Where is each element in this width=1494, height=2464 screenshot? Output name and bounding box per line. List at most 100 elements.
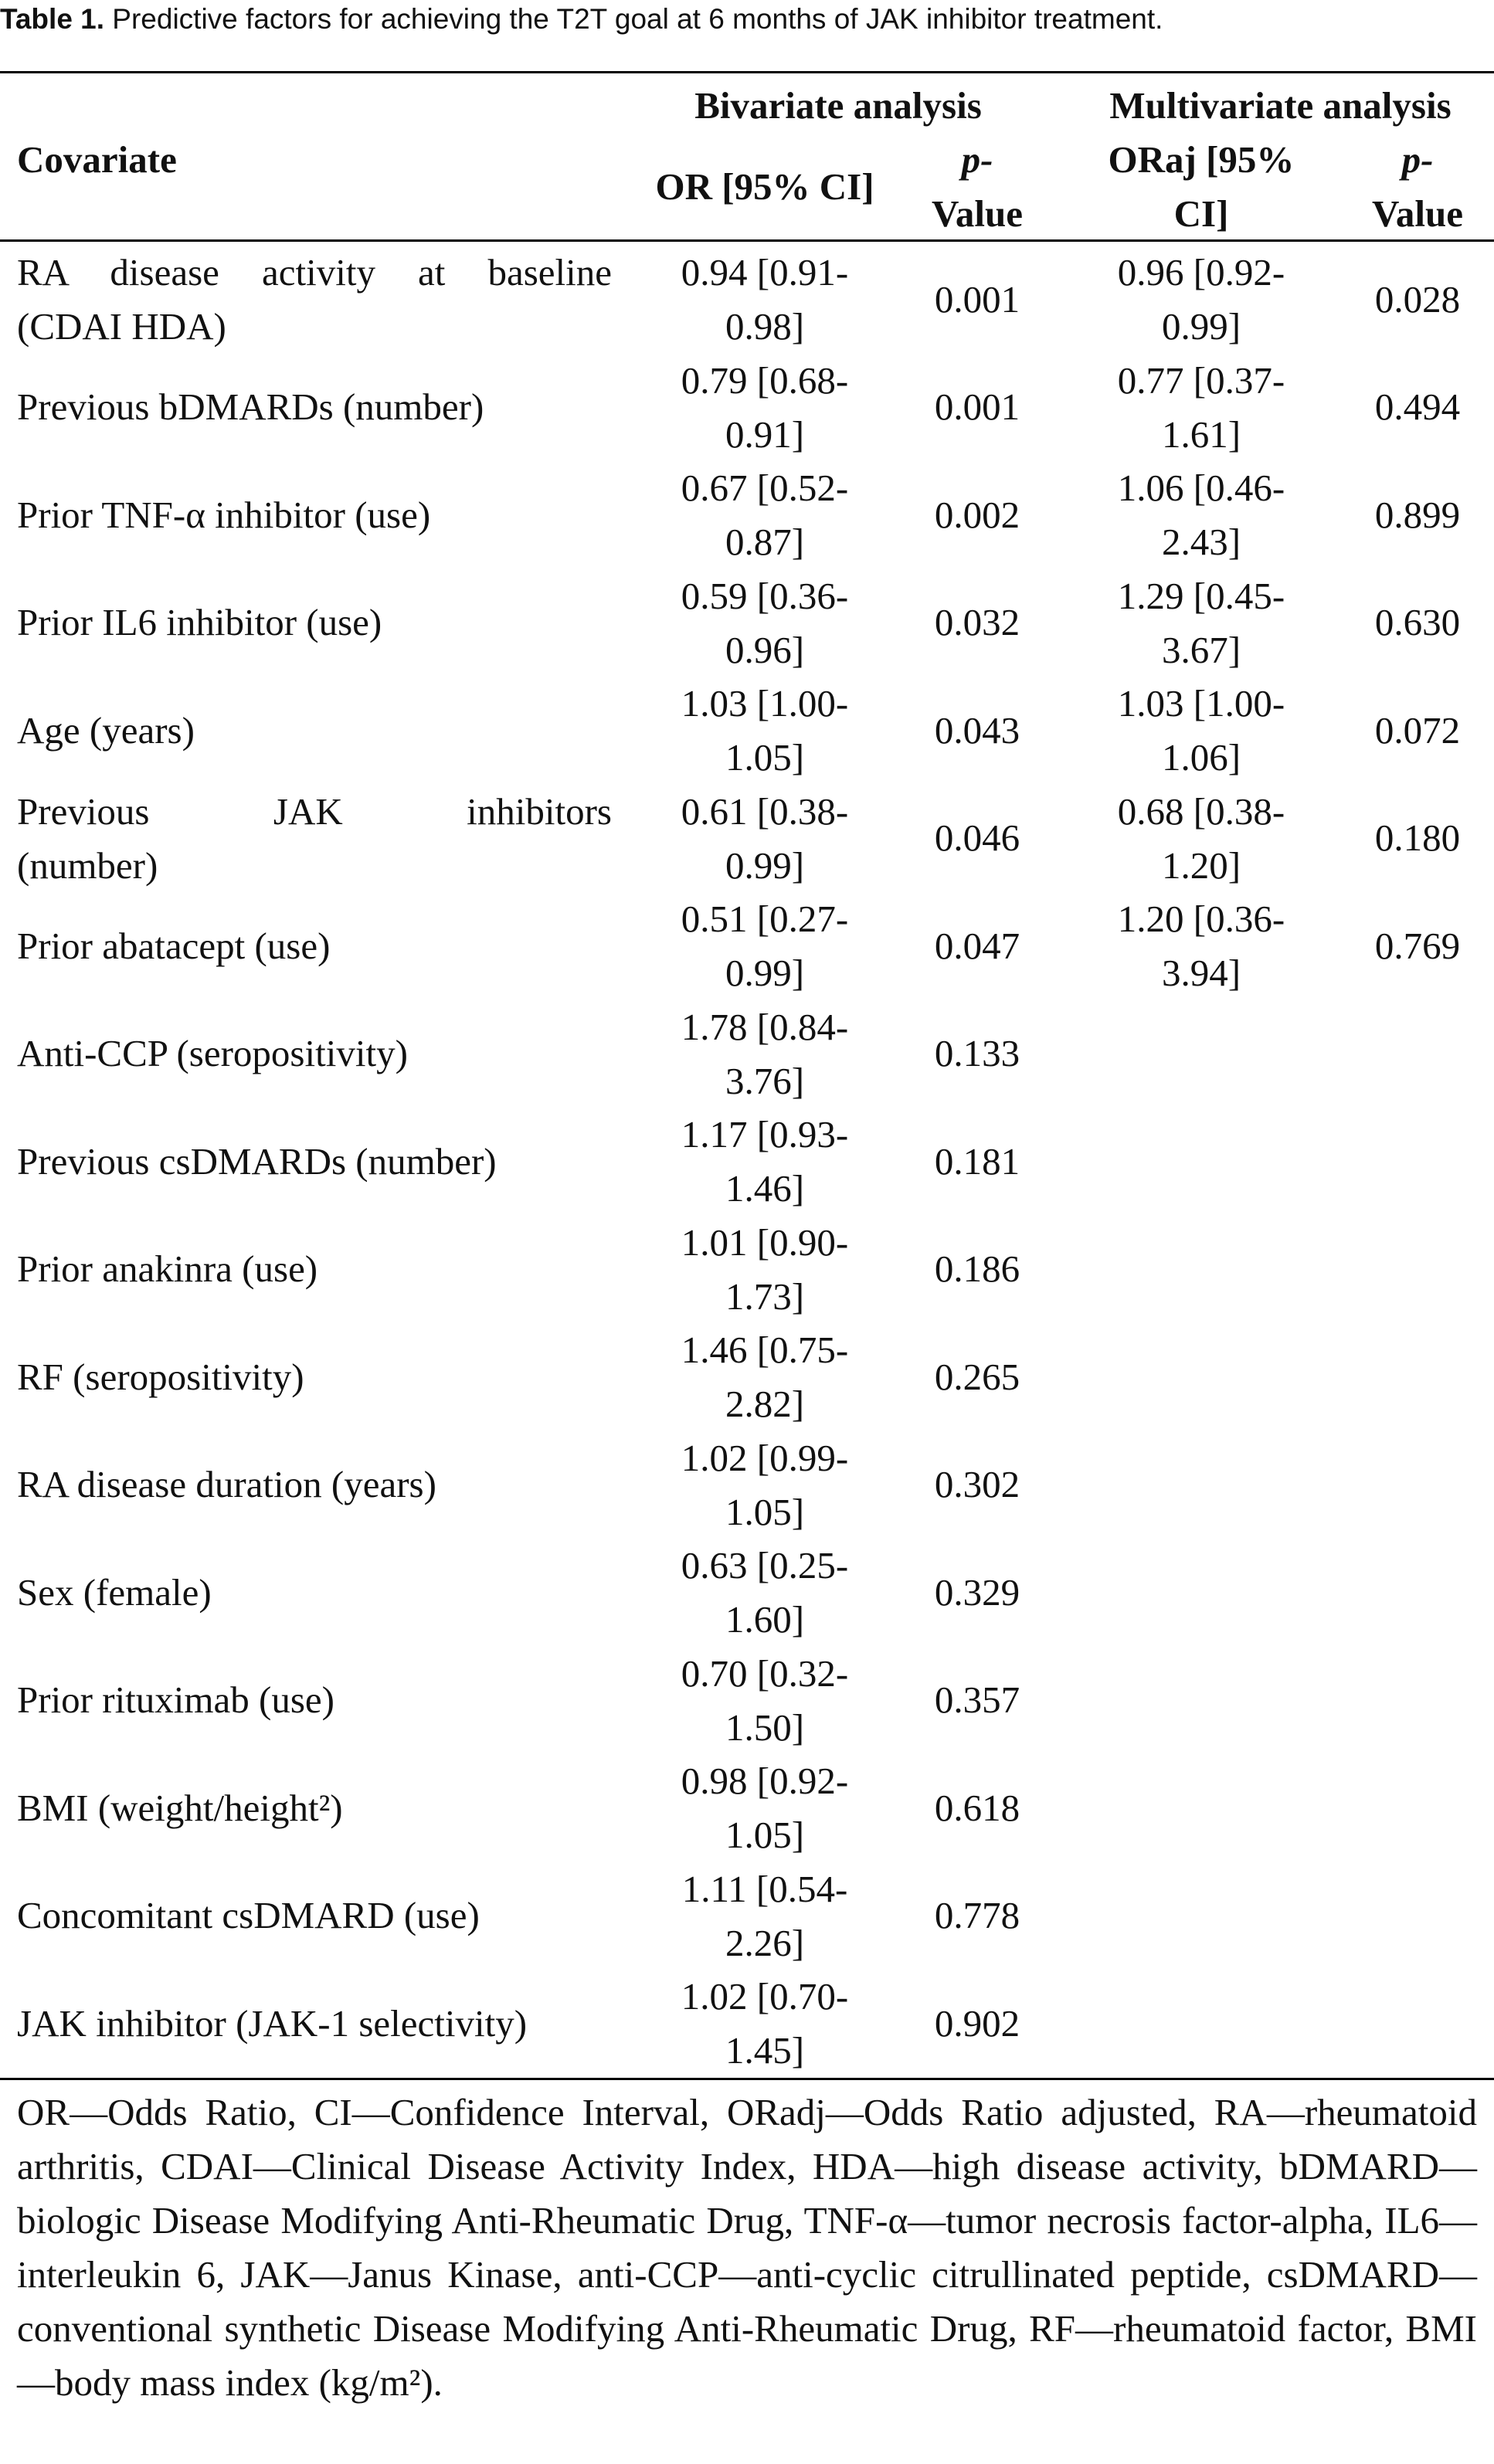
or-ci-line1: 1.02 [0.70- xyxy=(681,1975,849,2018)
or-ci-line1: 1.78 [0.84- xyxy=(681,1005,849,1048)
p-value-bivariate: 0.047 xyxy=(934,924,1020,967)
oraj-ci-line2: 1.06] xyxy=(1161,736,1241,779)
or-ci-line1: 1.01 [0.90- xyxy=(681,1220,849,1264)
covariate-label: Age (years) xyxy=(17,708,195,752)
header-oraj-line1: ORaj [95% xyxy=(1108,138,1295,181)
oraj-ci-line1: 0.96 [0.92- xyxy=(1117,251,1285,294)
header-bivariate: Bivariate analysis xyxy=(694,84,982,127)
p-value-bivariate: 0.302 xyxy=(934,1463,1020,1506)
or-ci-line2: 0.99] xyxy=(725,952,805,994)
covariate-label: Prior abatacept (use) xyxy=(17,924,331,967)
or-ci-line1: 0.51 [0.27- xyxy=(681,898,849,940)
header-covariate: Covariate xyxy=(17,138,177,181)
covariate-label-line1: Previous JAK inhibitors xyxy=(17,789,612,833)
header-oraj-line2: CI] xyxy=(1173,192,1229,235)
p-value-multivariate: 0.180 xyxy=(1374,816,1461,860)
oraj-ci-line2: 3.67] xyxy=(1161,628,1241,671)
header-p-value-2-line1: p- xyxy=(1401,138,1434,181)
or-ci-line2: 2.82] xyxy=(725,1383,805,1425)
covariate-label-line2: (number) xyxy=(17,843,158,887)
or-ci-line1: 0.63 [0.25- xyxy=(681,1544,849,1587)
or-ci-line2: 1.05] xyxy=(725,736,805,779)
p-value-multivariate: 0.630 xyxy=(1374,601,1461,644)
table-footnote: OR—Odds Ratio, CI—Confidence Interval, O… xyxy=(17,2091,1477,2404)
p-value-multivariate: 0.072 xyxy=(1374,708,1461,752)
p-value-bivariate: 0.618 xyxy=(934,1786,1020,1829)
covariate-label: Anti-CCP (seropositivity) xyxy=(17,1032,408,1075)
covariate-label: Previous csDMARDs (number) xyxy=(17,1139,497,1183)
p-value-multivariate: 0.028 xyxy=(1374,277,1461,321)
header-p-value-1-line2: Value xyxy=(931,192,1023,235)
header-p-value-2-line2: Value xyxy=(1371,192,1463,235)
oraj-ci-line1: 0.68 [0.38- xyxy=(1117,789,1285,833)
p-value-bivariate: 0.001 xyxy=(934,385,1020,429)
header-multivariate: Multivariate analysis xyxy=(1109,84,1452,127)
p-value-bivariate: 0.133 xyxy=(934,1032,1020,1075)
table-caption: Table 1. Predictive factors for achievin… xyxy=(0,0,1163,39)
p-value-bivariate: 0.043 xyxy=(934,708,1020,752)
oraj-ci-line1: 1.03 [1.00- xyxy=(1117,682,1285,725)
header-p-value-1-line1: p- xyxy=(961,138,993,181)
p-value-multivariate: 0.899 xyxy=(1374,493,1461,536)
p-value-multivariate: 0.769 xyxy=(1374,924,1461,967)
p-value-bivariate: 0.046 xyxy=(934,816,1020,860)
or-ci-line2: 1.60] xyxy=(725,1598,805,1641)
or-ci-line2: 0.99] xyxy=(725,843,805,887)
or-ci-line1: 0.67 [0.52- xyxy=(681,467,849,509)
p-value-bivariate: 0.032 xyxy=(934,601,1020,644)
covariate-label: Prior rituximab (use) xyxy=(17,1678,334,1722)
oraj-ci-line2: 1.61] xyxy=(1161,412,1241,456)
covariate-label: Previous bDMARDs (number) xyxy=(17,385,484,429)
oraj-ci-line1: 1.06 [0.46- xyxy=(1117,467,1285,509)
or-ci-line2: 1.46] xyxy=(725,1167,805,1210)
p-value-bivariate: 0.778 xyxy=(934,1894,1020,1937)
or-ci-line1: 0.79 [0.68- xyxy=(681,358,849,402)
p-value-bivariate: 0.902 xyxy=(934,2001,1020,2045)
or-ci-line2: 0.87] xyxy=(725,521,805,563)
or-ci-line2: 3.76] xyxy=(725,1059,805,1102)
or-ci-line1: 0.70 [0.32- xyxy=(681,1651,849,1695)
or-ci-line1: 1.11 [0.54- xyxy=(681,1867,848,1910)
or-ci-line2: 1.05] xyxy=(725,1814,805,1856)
p-value-bivariate: 0.181 xyxy=(934,1139,1020,1183)
or-ci-line2: 1.50] xyxy=(725,1705,805,1749)
or-ci-line1: 0.61 [0.38- xyxy=(681,789,849,833)
oraj-ci-line2: 1.20] xyxy=(1161,843,1241,887)
covariate-label-line2: (CDAI HDA) xyxy=(17,305,226,348)
or-ci-line1: 1.17 [0.93- xyxy=(681,1113,849,1156)
covariate-label: Prior IL6 inhibitor (use) xyxy=(17,601,382,644)
bottom-rule xyxy=(0,2078,1494,2080)
or-ci-line2: 0.96] xyxy=(725,628,805,671)
covariate-label: Prior TNF-α inhibitor (use) xyxy=(17,493,431,536)
covariate-label: Sex (female) xyxy=(17,1570,212,1614)
covariate-label: BMI (weight/height²) xyxy=(17,1786,343,1829)
covariate-label: Prior anakinra (use) xyxy=(17,1247,318,1291)
or-ci-line1: 0.94 [0.91- xyxy=(681,251,849,294)
caption-text: Predictive factors for achieving the T2T… xyxy=(104,3,1163,35)
p-value-bivariate: 0.186 xyxy=(934,1247,1020,1291)
covariate-label-line1: RA disease activity at baseline xyxy=(17,251,612,294)
or-ci-line2: 0.98] xyxy=(725,305,805,348)
or-ci-line2: 1.45] xyxy=(725,2029,805,2072)
or-ci-line1: 1.46 [0.75- xyxy=(681,1329,849,1371)
covariate-label: Concomitant csDMARD (use) xyxy=(17,1894,480,1937)
or-ci-line1: 1.02 [0.99- xyxy=(681,1436,849,1479)
p-value-bivariate: 0.357 xyxy=(934,1678,1020,1722)
covariate-label: RF (seropositivity) xyxy=(17,1355,304,1398)
p-value-bivariate: 0.265 xyxy=(934,1355,1020,1398)
or-ci-line1: 0.59 [0.36- xyxy=(681,574,849,617)
oraj-ci-line1: 1.29 [0.45- xyxy=(1117,574,1285,617)
or-ci-line2: 0.91] xyxy=(725,412,805,456)
or-ci-line2: 1.73] xyxy=(725,1274,805,1318)
p-value-bivariate: 0.001 xyxy=(934,277,1020,321)
or-ci-line1: 0.98 [0.92- xyxy=(681,1760,849,1802)
oraj-ci-line2: 0.99] xyxy=(1161,305,1241,348)
or-ci-line2: 2.26] xyxy=(725,1921,805,1964)
header-or-ci: OR [95% CI] xyxy=(655,165,874,208)
covariate-label: RA disease duration (years) xyxy=(17,1463,436,1506)
or-ci-line2: 1.05] xyxy=(725,1490,805,1533)
p-value-bivariate: 0.329 xyxy=(934,1570,1020,1614)
oraj-ci-line1: 0.77 [0.37- xyxy=(1117,358,1285,402)
oraj-ci-line2: 2.43] xyxy=(1161,521,1241,563)
